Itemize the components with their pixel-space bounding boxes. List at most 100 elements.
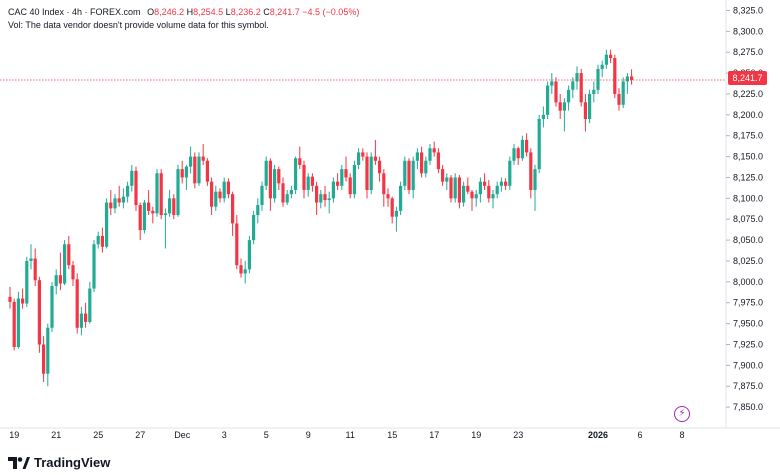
candle-body[interactable] [617,93,621,105]
candle-body[interactable] [348,177,352,195]
candle-body[interactable] [147,202,151,211]
candle-body[interactable] [46,327,50,374]
candle-body[interactable] [189,156,193,167]
candle-body[interactable] [235,223,239,266]
candle-body[interactable] [109,202,113,209]
candle-body[interactable] [441,169,445,182]
candle-body[interactable] [537,119,541,170]
candle-body[interactable] [21,298,25,304]
candle-body[interactable] [67,244,71,266]
candle-body[interactable] [508,160,512,186]
candle-body[interactable] [520,139,524,159]
candle-body[interactable] [126,185,130,197]
candle-body[interactable] [25,260,29,304]
candle-body[interactable] [193,156,197,184]
candle-body[interactable] [260,185,264,206]
candle-body[interactable] [352,164,356,195]
candle-body[interactable] [42,344,46,374]
candle-body[interactable] [231,194,235,224]
candle-body[interactable] [294,158,298,190]
candle-body[interactable] [54,275,58,287]
candle-body[interactable] [176,169,180,216]
candle-body[interactable] [529,152,533,190]
candle-body[interactable] [205,160,209,182]
candle-body[interactable] [340,169,344,186]
candle-body[interactable] [243,269,247,274]
candle-body[interactable] [256,205,260,216]
candle-body[interactable] [197,156,201,184]
candle-body[interactable] [630,76,634,81]
candle-body[interactable] [470,191,474,199]
candle-body[interactable] [378,160,382,174]
candle-body[interactable] [424,160,428,174]
candle-body[interactable] [390,198,394,217]
candle-body[interactable] [84,313,88,322]
candle-body[interactable] [172,198,176,216]
candle-body[interactable] [361,152,365,157]
lightning-event-icon[interactable]: ⚡ [674,406,690,422]
candle-body[interactable] [226,181,230,195]
candle-body[interactable] [386,194,390,199]
candle-body[interactable] [499,181,503,186]
candle-body[interactable] [37,280,41,345]
candle-body[interactable] [592,89,596,94]
candle-body[interactable] [71,265,75,280]
candle-body[interactable] [420,152,424,174]
candle-body[interactable] [138,205,142,231]
candle-body[interactable] [516,148,520,159]
time-axis[interactable]: 19 21 25 27 Dec 3 5 9 11 15 17 19 23 2026 6 8 [9,430,684,440]
candle-body[interactable] [16,298,20,347]
candle-body[interactable] [130,170,134,186]
candle-body[interactable] [289,189,293,195]
candle-body[interactable] [298,158,302,165]
candle-body[interactable] [550,81,554,86]
candle-body[interactable] [218,191,222,199]
candle-body[interactable] [163,213,167,216]
candle-body[interactable] [579,73,583,103]
candle-body[interactable] [453,177,457,199]
candle-body[interactable] [554,81,558,103]
candle-body[interactable] [613,58,617,94]
candle-body[interactable] [281,183,285,203]
candle-body[interactable] [604,54,608,65]
candle-body[interactable] [491,194,495,199]
candle-body[interactable] [369,156,373,190]
candle-body[interactable] [302,164,306,190]
candle-body[interactable] [462,185,466,203]
candle-body[interactable] [546,85,550,115]
candle-body[interactable] [365,156,369,190]
candle-body[interactable] [113,198,117,209]
candle-body[interactable] [625,76,629,82]
candle-body[interactable] [63,244,67,284]
candle-body[interactable] [558,102,562,111]
candle-body[interactable] [8,296,12,302]
candle-body[interactable] [478,181,482,195]
candle-body[interactable] [571,81,575,90]
candle-body[interactable] [252,215,256,241]
candle-body[interactable] [121,196,125,203]
candle-body[interactable] [457,177,461,203]
candle-body[interactable] [575,73,579,82]
candle-body[interactable] [432,148,436,153]
candle-body[interactable] [268,160,272,199]
candle-body[interactable] [415,152,419,161]
candle-body[interactable] [533,169,537,190]
candle-body[interactable] [168,198,172,214]
candle-body[interactable] [336,181,340,186]
candle-body[interactable] [567,89,571,103]
candle-body[interactable] [596,68,600,90]
candle-body[interactable] [466,185,470,192]
candle-body[interactable] [184,166,188,178]
candle-body[interactable] [609,54,613,59]
candle-body[interactable] [474,194,478,199]
candle-body[interactable] [285,194,289,203]
candle-body[interactable] [331,181,335,199]
candle-body[interactable] [92,244,96,289]
candle-body[interactable] [142,202,146,231]
candle-body[interactable] [180,169,184,178]
candle-body[interactable] [100,235,104,247]
candle-body[interactable] [373,156,377,161]
candle-body[interactable] [562,102,566,111]
